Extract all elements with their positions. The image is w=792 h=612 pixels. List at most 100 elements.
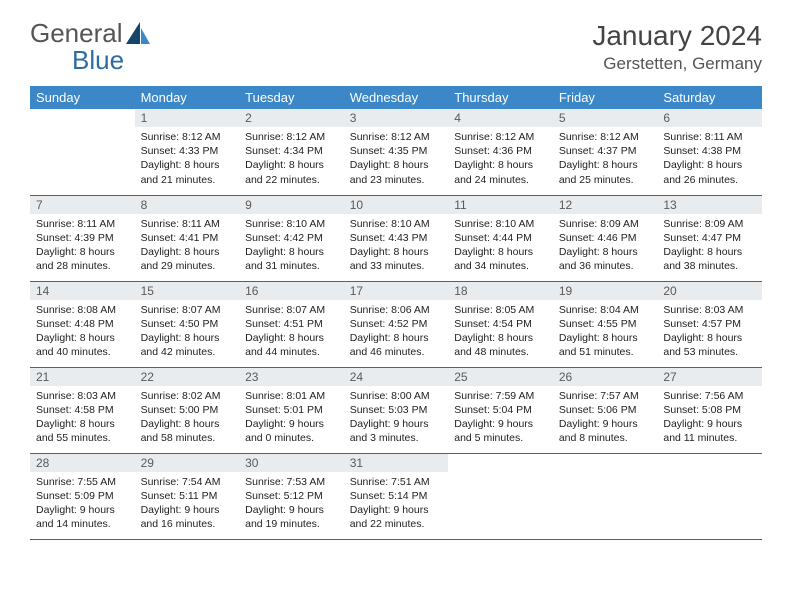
day-number: 21	[30, 368, 135, 386]
sunset-line: Sunset: 5:04 PM	[454, 403, 547, 417]
sunset-line: Sunset: 4:48 PM	[36, 317, 129, 331]
day-number: 3	[344, 109, 449, 127]
day-body: Sunrise: 8:07 AMSunset: 4:51 PMDaylight:…	[239, 300, 344, 364]
day-number: 17	[344, 282, 449, 300]
sunset-line: Sunset: 4:39 PM	[36, 231, 129, 245]
sunrise-line: Sunrise: 7:59 AM	[454, 389, 547, 403]
daylight-line-1: Daylight: 8 hours	[454, 331, 547, 345]
logo-word-blue: Blue	[72, 45, 124, 75]
daylight-line-1: Daylight: 9 hours	[454, 417, 547, 431]
sunrise-line: Sunrise: 7:57 AM	[559, 389, 652, 403]
day-number: 24	[344, 368, 449, 386]
daylight-line-1: Daylight: 8 hours	[350, 331, 443, 345]
sunset-line: Sunset: 5:12 PM	[245, 489, 338, 503]
sunset-line: Sunset: 4:36 PM	[454, 144, 547, 158]
daylight-line-2: and 0 minutes.	[245, 431, 338, 445]
calendar-cell: 24Sunrise: 8:00 AMSunset: 5:03 PMDayligh…	[344, 367, 449, 453]
sunset-line: Sunset: 5:00 PM	[141, 403, 234, 417]
daylight-line-1: Daylight: 8 hours	[454, 158, 547, 172]
daylight-line-2: and 28 minutes.	[36, 259, 129, 273]
daylight-line-1: Daylight: 8 hours	[36, 331, 129, 345]
sunrise-line: Sunrise: 7:54 AM	[141, 475, 234, 489]
sunset-line: Sunset: 5:14 PM	[350, 489, 443, 503]
daylight-line-1: Daylight: 8 hours	[141, 417, 234, 431]
weekday-header-row: SundayMondayTuesdayWednesdayThursdayFrid…	[30, 86, 762, 109]
day-number: 6	[657, 109, 762, 127]
sunrise-line: Sunrise: 8:03 AM	[36, 389, 129, 403]
calendar-body: 1Sunrise: 8:12 AMSunset: 4:33 PMDaylight…	[30, 109, 762, 539]
sunset-line: Sunset: 5:06 PM	[559, 403, 652, 417]
calendar-cell: 6Sunrise: 8:11 AMSunset: 4:38 PMDaylight…	[657, 109, 762, 195]
day-number: 10	[344, 196, 449, 214]
calendar-cell: 2Sunrise: 8:12 AMSunset: 4:34 PMDaylight…	[239, 109, 344, 195]
daylight-line-2: and 53 minutes.	[663, 345, 756, 359]
day-body: Sunrise: 8:10 AMSunset: 4:42 PMDaylight:…	[239, 214, 344, 278]
day-body: Sunrise: 8:09 AMSunset: 4:46 PMDaylight:…	[553, 214, 658, 278]
day-body: Sunrise: 8:11 AMSunset: 4:38 PMDaylight:…	[657, 127, 762, 191]
sunset-line: Sunset: 5:09 PM	[36, 489, 129, 503]
calendar-cell: 15Sunrise: 8:07 AMSunset: 4:50 PMDayligh…	[135, 281, 240, 367]
weekday-header: Saturday	[657, 86, 762, 109]
sunset-line: Sunset: 5:11 PM	[141, 489, 234, 503]
sunset-line: Sunset: 4:34 PM	[245, 144, 338, 158]
calendar-cell: 3Sunrise: 8:12 AMSunset: 4:35 PMDaylight…	[344, 109, 449, 195]
sunrise-line: Sunrise: 8:12 AM	[141, 130, 234, 144]
calendar-cell: 1Sunrise: 8:12 AMSunset: 4:33 PMDaylight…	[135, 109, 240, 195]
daylight-line-1: Daylight: 8 hours	[36, 417, 129, 431]
calendar-cell: 23Sunrise: 8:01 AMSunset: 5:01 PMDayligh…	[239, 367, 344, 453]
calendar-cell: 19Sunrise: 8:04 AMSunset: 4:55 PMDayligh…	[553, 281, 658, 367]
sunset-line: Sunset: 4:37 PM	[559, 144, 652, 158]
calendar-cell: 5 Sunrise: 8:12 AMSunset: 4:37 PMDaylight…	[553, 109, 658, 195]
calendar-week-row: 7Sunrise: 8:11 AMSunset: 4:39 PMDaylight…	[30, 195, 762, 281]
daylight-line-2: and 51 minutes.	[559, 345, 652, 359]
sunrise-line: Sunrise: 8:10 AM	[350, 217, 443, 231]
daylight-line-1: Daylight: 8 hours	[559, 158, 652, 172]
sunset-line: Sunset: 4:57 PM	[663, 317, 756, 331]
calendar-cell: 31Sunrise: 7:51 AMSunset: 5:14 PMDayligh…	[344, 453, 449, 539]
calendar-week-row: 28Sunrise: 7:55 AMSunset: 5:09 PMDayligh…	[30, 453, 762, 539]
sunset-line: Sunset: 4:51 PM	[245, 317, 338, 331]
calendar-cell: 30Sunrise: 7:53 AMSunset: 5:12 PMDayligh…	[239, 453, 344, 539]
day-number: 5	[553, 109, 658, 127]
daylight-line-1: Daylight: 9 hours	[350, 503, 443, 517]
sunset-line: Sunset: 4:42 PM	[245, 231, 338, 245]
sunrise-line: Sunrise: 8:01 AM	[245, 389, 338, 403]
sunrise-line: Sunrise: 8:11 AM	[141, 217, 234, 231]
calendar-cell: 16Sunrise: 8:07 AMSunset: 4:51 PMDayligh…	[239, 281, 344, 367]
day-number: 16	[239, 282, 344, 300]
calendar-week-row: 14Sunrise: 8:08 AMSunset: 4:48 PMDayligh…	[30, 281, 762, 367]
daylight-line-2: and 22 minutes.	[350, 517, 443, 531]
day-number: 8	[135, 196, 240, 214]
day-body: Sunrise: 8:02 AMSunset: 5:00 PMDaylight:…	[135, 386, 240, 450]
day-number: 29	[135, 454, 240, 472]
sunset-line: Sunset: 4:50 PM	[141, 317, 234, 331]
day-number: 30	[239, 454, 344, 472]
sunrise-line: Sunrise: 8:08 AM	[36, 303, 129, 317]
daylight-line-2: and 3 minutes.	[350, 431, 443, 445]
daylight-line-2: and 44 minutes.	[245, 345, 338, 359]
logo: General Blue	[30, 20, 152, 74]
sunrise-line: Sunrise: 8:12 AM	[559, 130, 652, 144]
sunset-line: Sunset: 4:44 PM	[454, 231, 547, 245]
daylight-line-1: Daylight: 8 hours	[36, 245, 129, 259]
day-number: 11	[448, 196, 553, 214]
daylight-line-2: and 48 minutes.	[454, 345, 547, 359]
sunrise-line: Sunrise: 8:11 AM	[663, 130, 756, 144]
daylight-line-2: and 23 minutes.	[350, 173, 443, 187]
location: Gerstetten, Germany	[592, 54, 762, 74]
sunrise-line: Sunrise: 7:53 AM	[245, 475, 338, 489]
daylight-line-2: and 38 minutes.	[663, 259, 756, 273]
day-body: Sunrise: 7:51 AMSunset: 5:14 PMDaylight:…	[344, 472, 449, 536]
calendar-cell: 26Sunrise: 7:57 AMSunset: 5:06 PMDayligh…	[553, 367, 658, 453]
weekday-header: Monday	[135, 86, 240, 109]
sunrise-line: Sunrise: 8:06 AM	[350, 303, 443, 317]
weekday-header: Friday	[553, 86, 658, 109]
day-body: Sunrise: 8:07 AMSunset: 4:50 PMDaylight:…	[135, 300, 240, 364]
calendar-cell	[30, 109, 135, 195]
sunset-line: Sunset: 4:46 PM	[559, 231, 652, 245]
sunset-line: Sunset: 4:41 PM	[141, 231, 234, 245]
day-number: 22	[135, 368, 240, 386]
weekday-header: Tuesday	[239, 86, 344, 109]
daylight-line-1: Daylight: 8 hours	[141, 331, 234, 345]
daylight-line-1: Daylight: 9 hours	[559, 417, 652, 431]
